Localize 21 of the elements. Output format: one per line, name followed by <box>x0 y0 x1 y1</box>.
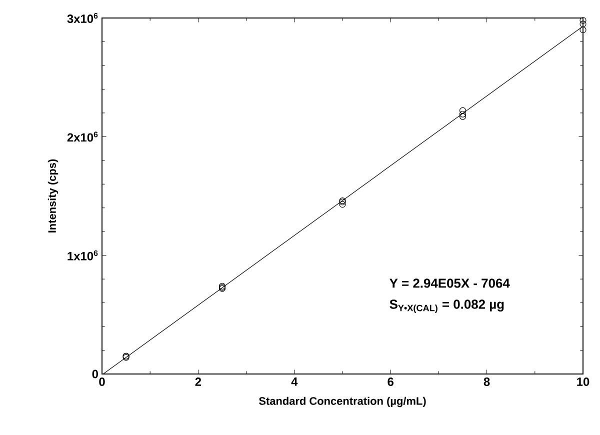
x-tick-label: 2 <box>195 378 202 386</box>
y-tick-label: 1x10$^{6}$ <box>68 250 98 260</box>
point <box>339 201 346 208</box>
annotation: Y = 2.94E05X - 7064 <box>390 278 510 288</box>
point <box>580 20 586 28</box>
point <box>459 113 466 120</box>
point <box>459 110 466 118</box>
x-tick-label: 0 <box>99 378 105 386</box>
x-axis-title: Standard Concentration (µg/mL) <box>258 396 426 408</box>
x-tick-label: 4 <box>291 378 298 386</box>
x-tick-label: 8 <box>484 378 490 386</box>
y-tick-label: 2x10$^{6}$ <box>67 132 98 142</box>
y-axis-title: Intensity (cps) <box>48 159 58 232</box>
annotation: S$_{Y•X(CAL)}$ = 0.082 µg <box>390 300 504 314</box>
x-tick-label: 6 <box>388 378 394 386</box>
point <box>459 107 466 114</box>
y-tick-label: 3x10$^{6}$ <box>67 12 98 24</box>
y-tick-label: 0 <box>92 370 98 378</box>
point <box>580 17 586 24</box>
x-tick-label: 10 <box>577 378 590 386</box>
point <box>580 26 586 34</box>
